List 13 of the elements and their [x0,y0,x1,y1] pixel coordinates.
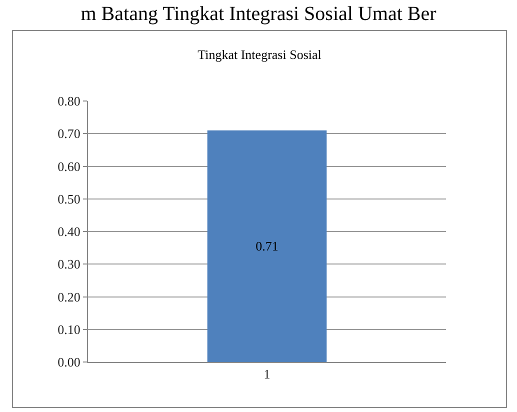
y-tick-label: 0.50 [58,191,80,206]
y-tick-label: 0.70 [58,126,80,142]
y-tick-label: 0.20 [58,289,80,304]
y-tick-label: 0.10 [58,322,80,337]
text: m Batang Tingkat Integrasi Sosial Umat Ber [80,2,438,27]
x-tick-label: 1 [264,366,270,382]
y-tick-label: 0.00 [58,354,80,370]
y-tick-label: 0.40 [58,224,80,240]
y-tick-label: 0.30 [58,256,80,272]
chart-title: Tingkat Integrasi Sosial [198,46,322,62]
data-label: 0.71 [256,238,278,254]
y-tick-label: 0.80 [58,94,80,109]
y-tick-label: 0.60 [58,158,80,174]
